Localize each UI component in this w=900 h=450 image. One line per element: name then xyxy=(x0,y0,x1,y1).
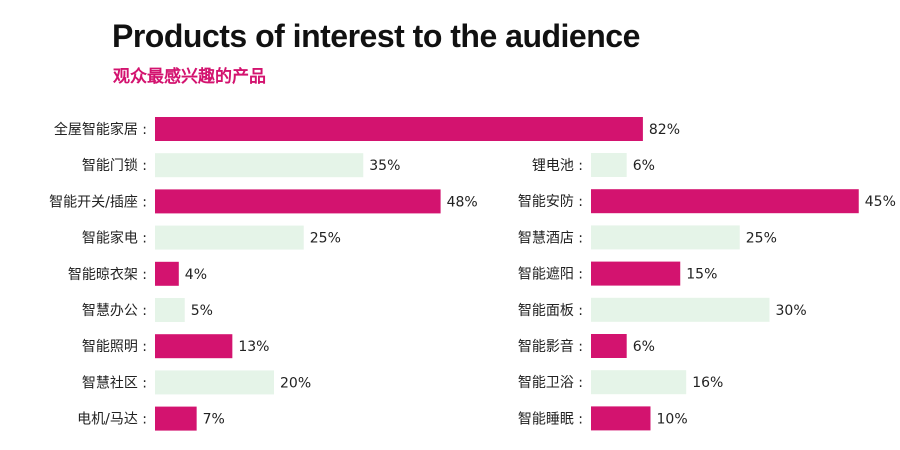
category-label: 智慧酒店 : xyxy=(518,230,583,246)
category-label: 全屋智能家居 : xyxy=(54,121,147,138)
bar xyxy=(591,261,681,286)
value-label: 5% xyxy=(191,303,213,319)
value-label: 13% xyxy=(238,339,269,355)
category-label: 智能影音 : xyxy=(518,338,583,355)
bar-panel-right: 锂电池 : 6% 智能安防 : 45% 智慧酒店 : 25% 智能遮阳 : 15% 智能面板 :… xyxy=(518,153,896,431)
bar xyxy=(155,334,233,359)
bar xyxy=(155,117,643,141)
bar-panel-left: 全屋智能家居 : 82% 智能门锁 : 35% 智能开关/插座 : 48% 智能家电 : 25… xyxy=(49,117,680,431)
bar xyxy=(155,189,441,214)
value-label: 48% xyxy=(447,194,478,210)
bar xyxy=(591,225,740,250)
value-label: 35% xyxy=(369,158,400,174)
bar xyxy=(591,406,651,431)
value-label: 4% xyxy=(185,267,207,283)
bar xyxy=(591,370,687,395)
category-label: 智能卫浴 : xyxy=(518,375,583,391)
category-label: 智能家电 : xyxy=(82,230,147,247)
bar xyxy=(155,225,304,250)
category-label: 电机/马达 : xyxy=(77,412,147,428)
category-label: 智慧办公 : xyxy=(82,303,147,319)
chart-subtitle: 观众最感兴趣的产品 xyxy=(113,67,266,87)
value-label: 6% xyxy=(633,339,655,355)
value-label: 6% xyxy=(633,158,655,174)
bar xyxy=(591,153,627,177)
category-label: 锂电池 : xyxy=(532,158,583,174)
value-label: 25% xyxy=(746,230,777,246)
category-label: 智能照明 : xyxy=(82,339,147,355)
chart-title: Products of interest to the audience xyxy=(112,18,640,54)
value-label: 15% xyxy=(686,267,717,283)
value-label: 45% xyxy=(865,194,896,210)
bar xyxy=(155,370,274,395)
category-label: 智能晾衣架 : xyxy=(68,267,147,283)
category-label: 智能安防 : xyxy=(518,194,583,210)
bar xyxy=(591,189,859,214)
bar xyxy=(591,297,770,322)
category-label: 智能遮阳 : xyxy=(518,267,583,283)
bar xyxy=(591,334,627,358)
category-label: 智能门锁 : xyxy=(82,158,147,174)
bar xyxy=(155,298,185,322)
category-label: 智慧社区 : xyxy=(82,375,147,391)
value-label: 20% xyxy=(280,375,311,391)
value-label: 25% xyxy=(310,231,341,247)
category-label: 智能开关/插座 : xyxy=(49,194,147,210)
value-label: 82% xyxy=(649,122,680,138)
bar xyxy=(155,406,197,431)
bar xyxy=(155,153,364,178)
value-label: 10% xyxy=(657,411,688,427)
value-label: 16% xyxy=(692,375,723,391)
category-label: 智能睡眠 : xyxy=(518,411,583,427)
value-label: 7% xyxy=(203,412,225,428)
category-label: 智能面板 : xyxy=(518,303,583,319)
value-label: 30% xyxy=(776,303,807,319)
bar xyxy=(155,261,179,286)
